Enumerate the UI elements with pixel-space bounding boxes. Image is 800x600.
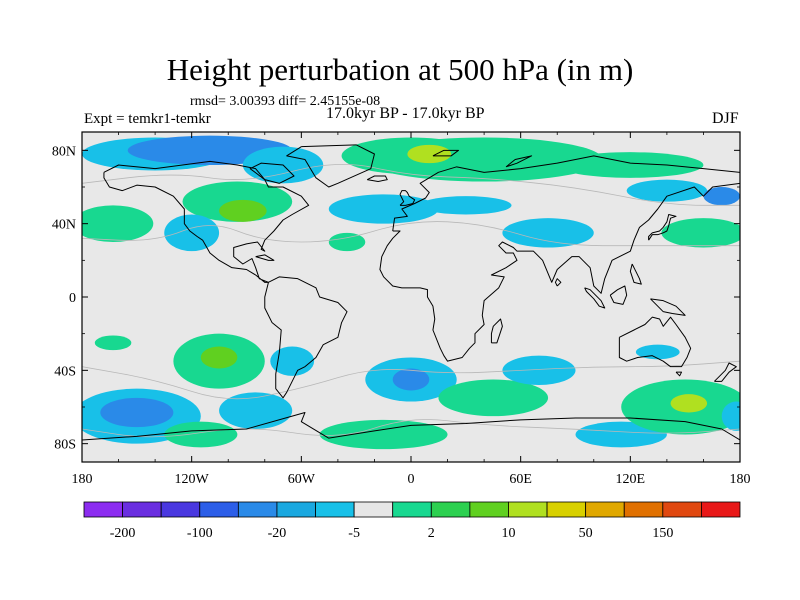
anomaly-region-9 (82, 205, 154, 242)
contour-line-3 (82, 419, 740, 438)
coastline-greenland (286, 144, 375, 188)
y-tick-label: 80N (52, 144, 76, 159)
coastline-tasmania (675, 371, 683, 377)
anomaly-region-28 (438, 379, 549, 417)
anomaly-region-12 (420, 196, 512, 215)
coastline-madagascar (490, 318, 503, 344)
y-tick-label: 40N (52, 218, 76, 233)
colorbar-label: -200 (110, 526, 136, 541)
coastline-british-isles (399, 190, 416, 206)
anomaly-region-31 (575, 421, 667, 448)
colorbar-box-1 (122, 501, 162, 518)
colorbar-label: -20 (268, 526, 287, 541)
contour-line-2 (82, 360, 740, 400)
coastline-iceland (366, 175, 388, 182)
coastline-japan (648, 214, 677, 241)
coastline-novaya-zemlya (505, 155, 533, 168)
colorbar-box-9 (430, 501, 471, 518)
contour-line-0 (82, 163, 740, 206)
colorbar-box-2 (160, 501, 201, 518)
experiment-label: Expt = temkr1-temkr (84, 111, 211, 127)
coastline-eurasia-africa (379, 155, 740, 362)
coastline-new-zealand (714, 362, 737, 382)
anomaly-region-24 (219, 392, 293, 429)
x-tick-label: 0 (408, 472, 415, 487)
anomaly-region-35 (721, 401, 740, 431)
anomaly-region-16 (626, 179, 708, 202)
y-tick-label: 80S (54, 438, 76, 453)
colorbar-box-14 (623, 501, 664, 518)
x-tick-label: 180 (72, 472, 93, 487)
colorbar-label: 150 (652, 526, 673, 541)
x-tick-label: 120W (175, 472, 210, 487)
anomaly-region-30 (502, 355, 576, 386)
coastline-svalbard (432, 149, 460, 157)
colorbar-label: -100 (187, 526, 213, 541)
colorbar-box-15 (662, 501, 702, 518)
coastline-australia (618, 316, 692, 368)
colorbar: -200 -100 -20 -5 2 10 50 150 (83, 501, 741, 541)
season-label: DJF (712, 110, 739, 127)
colorbar-box-3 (199, 501, 239, 518)
anomaly-region-29 (319, 419, 448, 450)
anomaly-region-27 (392, 368, 430, 391)
stats-line: rmsd= 3.00393 diff= 2.45155e-08 (190, 94, 381, 109)
coastline-philippines (629, 263, 642, 285)
coastline-south-america (264, 276, 348, 399)
coastline-antarctica (82, 412, 740, 441)
contour-line-1 (82, 221, 740, 247)
coastline-layer (82, 144, 740, 441)
anomaly-region-11 (328, 194, 439, 224)
colorbar-label: -5 (348, 526, 360, 541)
colorbar-box-6 (315, 501, 355, 518)
colorbar-label: 10 (501, 526, 515, 541)
coastline-baffin (249, 162, 295, 184)
colorbar-box-4 (237, 501, 278, 518)
coastline-sumatra (584, 287, 606, 309)
anomaly-region-34 (635, 344, 680, 360)
colorbar-box-7 (353, 501, 394, 518)
contour-fill-layer (82, 132, 740, 462)
axis-ticks: 80N 40N 0 40S 80S 180 120W 60W 0 60E 120E 180 (52, 132, 751, 487)
anomaly-region-15 (661, 218, 740, 248)
colorbar-box-11 (508, 501, 548, 518)
anomaly-region-6 (557, 152, 704, 178)
coastline-new-guinea (650, 298, 686, 316)
coastline-north-america (103, 160, 310, 283)
anomaly-region-20 (200, 346, 238, 369)
x-tick-label: 180 (730, 472, 751, 487)
anomaly-region-23 (100, 397, 174, 428)
anomaly-region-14 (502, 218, 594, 248)
y-tick-label: 40S (54, 364, 76, 379)
anomaly-region-8 (219, 199, 267, 222)
colorbar-box-5 (276, 501, 316, 518)
anomaly-region-18 (94, 335, 132, 351)
colorbar-label: 50 (579, 526, 593, 541)
anomaly-region-25 (164, 421, 238, 448)
colorbar-box-0 (83, 501, 123, 518)
chart-title: Height perturbation at 500 hPa (in m) (166, 52, 634, 87)
anomaly-region-17 (703, 187, 740, 206)
colorbar-box-13 (585, 501, 625, 518)
x-tick-label: 120E (616, 472, 646, 487)
coastline-cuba (255, 254, 275, 261)
colorbar-box-12 (546, 501, 587, 518)
colorbar-box-8 (392, 501, 432, 518)
y-tick-label: 0 (69, 291, 76, 306)
colorbar-box-16 (701, 501, 741, 518)
anomaly-region-5 (407, 144, 452, 164)
contour-line-layer (82, 163, 740, 438)
colorbar-label: 2 (428, 526, 435, 541)
coastline-borneo (609, 285, 628, 305)
anomaly-region-33 (670, 394, 708, 413)
x-tick-label: 60E (509, 472, 532, 487)
colorbar-box-10 (469, 501, 509, 518)
anomaly-region-13 (328, 232, 366, 252)
anomaly-region-21 (270, 346, 315, 376)
x-tick-label: 60W (288, 472, 316, 487)
period-label: 17.0kyr BP - 17.0kyr BP (326, 105, 485, 122)
coastline-sri-lanka (554, 278, 562, 287)
